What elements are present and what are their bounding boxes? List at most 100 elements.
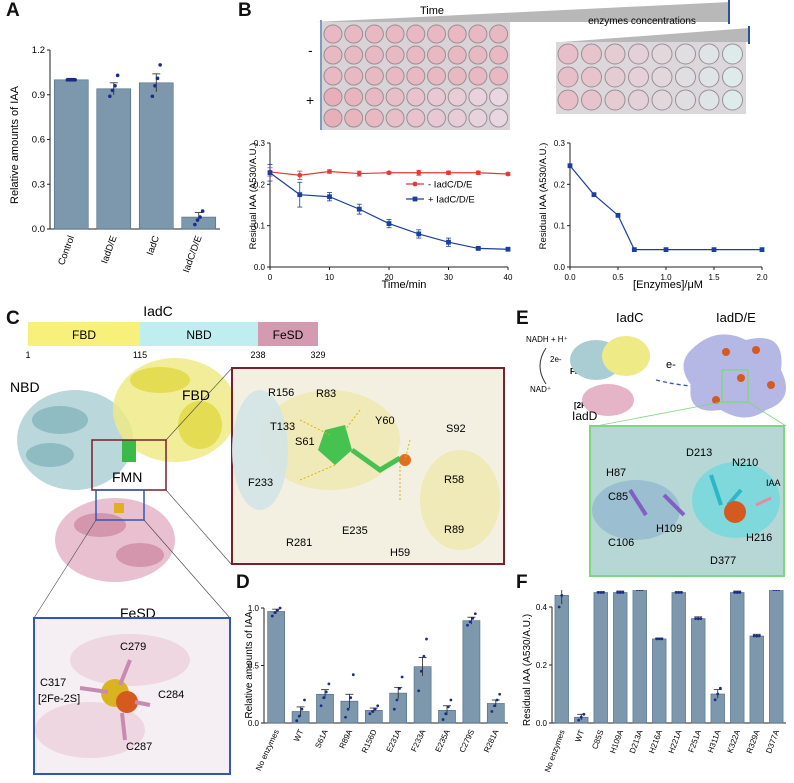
F-data-point (601, 591, 605, 594)
A-data-point (65, 78, 70, 82)
plate-well (604, 43, 626, 65)
F-category-label: D377A (764, 728, 781, 755)
F-data-point (674, 591, 678, 594)
B2-data-point (615, 212, 621, 218)
plate-well (385, 24, 405, 44)
plate-well (557, 43, 579, 65)
B1-data-point (505, 246, 511, 252)
F-data-point (657, 637, 661, 641)
plate-well (447, 108, 467, 128)
F-data-point (777, 590, 781, 591)
F-bar (691, 618, 706, 724)
F-data-point (599, 591, 603, 594)
plate-well (344, 66, 364, 86)
F-data-point (738, 591, 742, 594)
boundary-115: 115 (133, 350, 147, 360)
F-data-point (772, 590, 775, 591)
plate-well (651, 89, 673, 111)
plate-well (344, 24, 364, 44)
plate-well (557, 89, 579, 111)
B2-ytick-label: 0.3 (554, 139, 566, 148)
D-category-label: R281A (482, 727, 501, 754)
B2-data-point (591, 192, 597, 198)
plate-well (604, 89, 626, 111)
F-data-point (699, 617, 703, 620)
D-data-point (446, 705, 450, 709)
F-category-label: WT (573, 728, 586, 743)
plate-well (344, 87, 364, 107)
plate-well (581, 89, 602, 111)
e-nad: NAD⁺ (530, 385, 551, 394)
F-bar (671, 592, 686, 724)
plate-well (557, 66, 579, 88)
D-data-point (276, 608, 279, 612)
chart-b2-ylabel: Residual IAA (A530/A.U.) (538, 143, 549, 250)
D-data-point (371, 710, 374, 713)
chart-b2-xlabel: [Enzymes]/μM (633, 279, 703, 291)
B2-xtick-label: 0.5 (612, 273, 624, 282)
plate-well (364, 24, 384, 44)
chart-f-ylabel: Residual IAA (A530/A.U.) (522, 614, 533, 726)
plate-well (604, 66, 626, 88)
A-bar (138, 82, 174, 230)
plate-well (468, 24, 488, 44)
B2-xtick-label: 1.0 (660, 273, 672, 282)
F-data-point (596, 591, 600, 594)
D-ytick-label: 0.0 (248, 719, 260, 728)
A-ytick-label: 0.0 (32, 224, 45, 235)
plate-well (468, 66, 488, 86)
F-ytick-label: 0.4 (536, 603, 548, 612)
panel-letter-e: E (516, 308, 529, 329)
e-iadd-label: IadD (572, 409, 598, 423)
domain-fesd (258, 322, 318, 346)
B1-data-point (327, 194, 332, 200)
D-data-point (466, 623, 469, 627)
plate-well (385, 87, 405, 107)
A-data-point (113, 84, 117, 88)
label-nbd: NBD (10, 379, 40, 395)
F-data-point (660, 637, 664, 641)
F-category-label: H109A (608, 728, 625, 755)
res-f233: F233 (248, 477, 273, 489)
plate-well (468, 87, 488, 107)
plate-well (489, 24, 509, 44)
A-data-point (110, 88, 115, 93)
plate-well (722, 66, 743, 88)
B2-series-line (569, 165, 762, 251)
B1-legend-marker (412, 196, 418, 202)
B2-data-point (631, 247, 637, 253)
D-data-point (419, 669, 423, 673)
plate-well (675, 89, 696, 111)
A-data-point (158, 63, 162, 67)
e-title-iadde: IadD/E (716, 310, 756, 325)
B1-legend-marker (412, 181, 418, 187)
iadc-title: IadC (143, 303, 173, 319)
D-category-label: R156D (360, 728, 379, 755)
plate-well (628, 43, 649, 65)
B1-data-point (416, 170, 422, 176)
D-data-point (468, 620, 472, 624)
panel-letter-a: A (6, 0, 20, 21)
F-data-point (655, 637, 659, 641)
B2-data-point (711, 247, 717, 253)
A-data-point (153, 84, 157, 88)
conc-wedge: enzymes concentrations (562, 16, 750, 44)
label-iaa: IAA (766, 478, 781, 488)
e-iadde-cartoon (683, 334, 786, 418)
plate-well (447, 45, 467, 65)
B2-xtick-label: 1.5 (708, 273, 720, 282)
A-data-point (108, 94, 112, 99)
res-h87: H87 (606, 467, 626, 479)
panel-letter-c: C (6, 308, 20, 329)
D-category-label: No enzymes (254, 728, 281, 772)
F-data-point (621, 591, 625, 594)
F-category-label: F251A (687, 728, 704, 754)
plate-well (427, 87, 446, 107)
res-c85: C85 (608, 491, 628, 503)
F-data-point (774, 590, 778, 591)
plate-well (581, 43, 602, 65)
B1-data-point (327, 169, 332, 174)
F-data-point (677, 591, 681, 594)
time-label: Time (420, 5, 444, 17)
chart-d-ylabel: Relative amounts of IAA (244, 611, 255, 719)
